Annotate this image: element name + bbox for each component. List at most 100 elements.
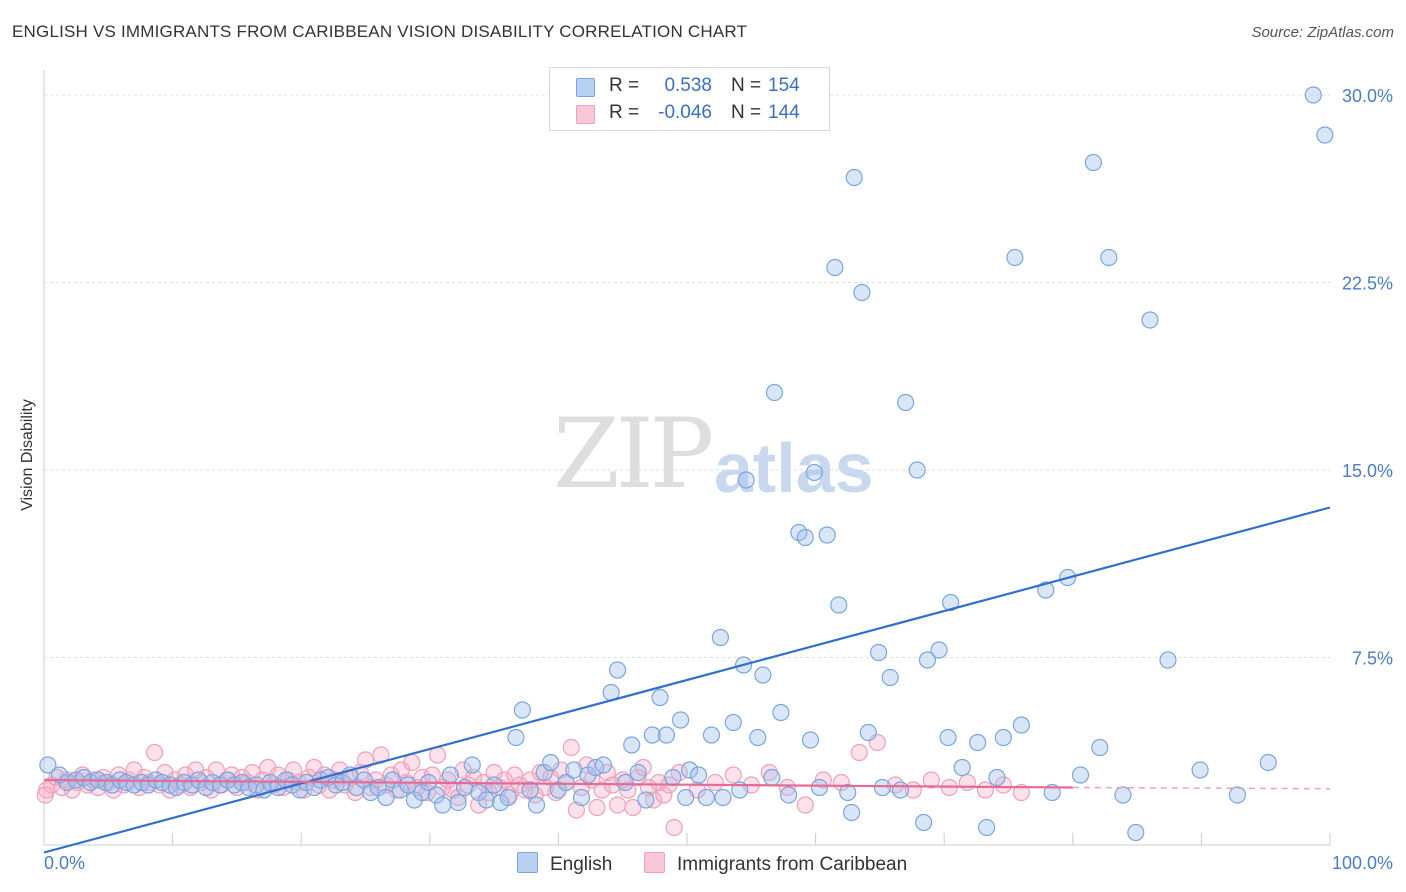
english-point bbox=[873, 778, 892, 797]
legend-row-caribbean: R = -0.046 N = 144 bbox=[550, 100, 829, 127]
caribbean-point bbox=[958, 773, 976, 792]
english-point bbox=[643, 726, 661, 744]
english-point bbox=[1071, 766, 1090, 784]
english-point bbox=[572, 788, 591, 807]
english-point bbox=[915, 813, 933, 832]
english-point bbox=[463, 756, 481, 774]
english-point bbox=[711, 628, 730, 647]
english-point bbox=[39, 756, 57, 774]
english-point bbox=[830, 596, 848, 614]
y-tick-label: 7.5% bbox=[1352, 649, 1393, 669]
caribbean-point bbox=[516, 781, 534, 799]
english-point bbox=[772, 703, 790, 722]
english-point bbox=[697, 788, 715, 807]
english-point bbox=[714, 788, 732, 807]
watermark-zip: ZIP bbox=[553, 398, 714, 510]
english-point bbox=[542, 753, 560, 772]
caribbean-point bbox=[36, 786, 54, 804]
english-point bbox=[763, 768, 781, 787]
english-point bbox=[616, 773, 634, 792]
caribbean-point bbox=[655, 786, 673, 804]
english-point bbox=[1259, 753, 1277, 772]
source-label: Source: ZipAtlas.com bbox=[1251, 24, 1394, 41]
legend-label-caribbean: Immigrants from Caribbean bbox=[677, 854, 908, 875]
caribbean-swatch bbox=[644, 852, 665, 873]
english-point bbox=[702, 726, 721, 744]
english-point bbox=[881, 668, 899, 687]
n-label: N = bbox=[731, 75, 762, 96]
english-point bbox=[680, 761, 699, 779]
english-point bbox=[689, 766, 708, 784]
english-point bbox=[843, 803, 861, 822]
english-point bbox=[527, 796, 546, 814]
caribbean-point bbox=[562, 738, 580, 757]
english-point bbox=[1141, 311, 1159, 329]
n-value: 144 bbox=[768, 102, 800, 123]
english-point bbox=[651, 688, 669, 707]
english-point bbox=[810, 778, 829, 797]
correlation-legend: R = 0.538 N = 154 R = -0.046 N = 144 bbox=[549, 67, 830, 131]
english-point bbox=[839, 783, 857, 802]
english-point bbox=[1037, 581, 1055, 599]
chart-title: ENGLISH VS IMMIGRANTS FROM CARIBBEAN VIS… bbox=[12, 22, 748, 41]
english-point bbox=[749, 728, 767, 747]
caribbean-point bbox=[145, 743, 164, 762]
caribbean-point bbox=[976, 781, 994, 799]
n-label: N = bbox=[731, 102, 762, 123]
english-point bbox=[535, 763, 553, 782]
english-point bbox=[513, 701, 531, 719]
caribbean-point bbox=[449, 788, 467, 807]
english-point bbox=[805, 463, 823, 482]
english-point bbox=[969, 733, 987, 752]
english-point bbox=[754, 666, 772, 684]
english-point bbox=[399, 776, 417, 794]
english-point bbox=[891, 781, 910, 799]
x-tick-label: 100.0% bbox=[1332, 853, 1393, 873]
english-point bbox=[594, 756, 613, 774]
english-point bbox=[637, 791, 655, 809]
caribbean-point bbox=[724, 766, 742, 784]
english-point bbox=[1091, 738, 1109, 757]
legend-row-english: R = 0.538 N = 154 bbox=[550, 73, 829, 100]
english-point bbox=[1012, 716, 1030, 734]
english-point bbox=[930, 641, 948, 659]
english-point bbox=[870, 643, 888, 662]
english-point bbox=[796, 528, 814, 547]
english-point bbox=[994, 728, 1012, 747]
caribbean-point bbox=[593, 781, 611, 799]
english-point bbox=[623, 736, 641, 754]
english-point bbox=[1127, 823, 1145, 842]
english-point bbox=[908, 461, 926, 479]
english-point bbox=[657, 726, 676, 744]
english-point bbox=[441, 766, 459, 784]
caribbean-point bbox=[922, 771, 940, 789]
caribbean-point bbox=[760, 763, 778, 782]
caribbean-point bbox=[531, 763, 549, 782]
english-point bbox=[1304, 86, 1322, 104]
watermark-atlas: atlas bbox=[714, 429, 874, 507]
english-point bbox=[897, 393, 915, 412]
caribbean-point bbox=[796, 796, 814, 814]
english-point bbox=[377, 788, 395, 807]
x-tick-label: 0.0% bbox=[44, 853, 85, 873]
english-point bbox=[664, 768, 682, 787]
english-point bbox=[1114, 786, 1132, 804]
caribbean-point bbox=[356, 751, 375, 769]
y-tick-label: 30.0% bbox=[1342, 86, 1393, 106]
caribbean-point bbox=[886, 776, 904, 794]
english-point bbox=[1316, 126, 1334, 144]
english-point bbox=[608, 661, 627, 679]
english-point bbox=[1228, 786, 1247, 804]
r-value: 0.538 bbox=[664, 75, 712, 96]
caribbean-point bbox=[706, 773, 724, 792]
english-point bbox=[724, 713, 742, 732]
english-point bbox=[477, 791, 495, 809]
caribbean-point bbox=[403, 753, 421, 772]
english-point bbox=[953, 758, 971, 777]
caribbean-point bbox=[629, 768, 647, 787]
legend-item-english: English bbox=[517, 852, 612, 876]
caribbean-point bbox=[665, 818, 683, 837]
caribbean-swatch bbox=[576, 105, 595, 124]
caribbean-point bbox=[588, 798, 606, 817]
